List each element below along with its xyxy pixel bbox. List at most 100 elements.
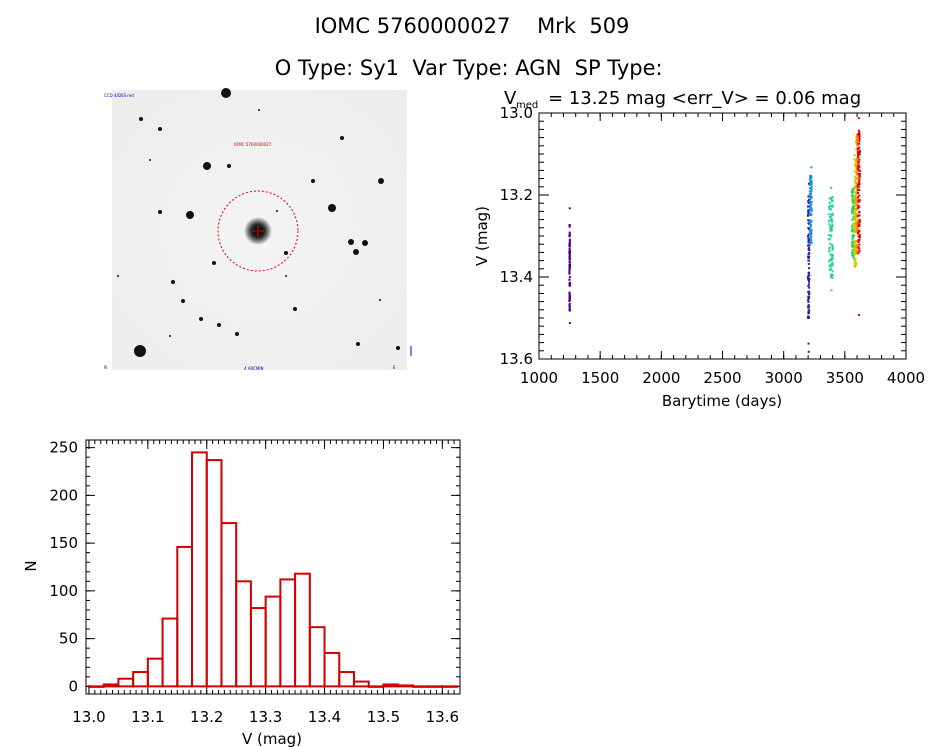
- lightcurve-point: [856, 169, 859, 172]
- lightcurve-point: [568, 276, 571, 279]
- lightcurve-point: [857, 246, 860, 249]
- lightcurve-point: [830, 259, 833, 262]
- lightcurve-point: [828, 260, 831, 263]
- lightcurve-point: [828, 238, 831, 241]
- histogram-bar: [146, 657, 164, 688]
- lightcurve-point: [808, 187, 811, 190]
- lightcurve-point: [809, 207, 812, 210]
- y-tick-label: 0: [68, 677, 78, 695]
- lightcurve-point: [807, 273, 810, 276]
- lightcurve-point: [855, 239, 858, 242]
- lightcurve-point: [828, 264, 831, 267]
- lightcurve-point: [853, 200, 856, 203]
- lightcurve-point: [857, 160, 860, 163]
- lightcurve-point: [856, 151, 859, 154]
- lightcurve-point: [807, 233, 810, 236]
- y-tick-label: 100: [49, 582, 78, 600]
- lightcurve-point: [807, 222, 810, 225]
- x-tick-label: 3500: [826, 369, 864, 387]
- lightcurve-point: [853, 249, 856, 252]
- lightcurve-point: [807, 315, 810, 318]
- lightcurve-point: [810, 231, 813, 234]
- lightcurve-ticks: 1000 1500 2000 2500 3000 3500 4000 13.0 13.2 13.4…: [500, 104, 926, 387]
- lightcurve-point: [857, 155, 860, 158]
- field-star: [117, 275, 119, 277]
- lightcurve-point: [851, 228, 854, 231]
- lightcurve-point: [858, 134, 861, 137]
- lightcurve-point: [853, 217, 856, 220]
- lightcurve-point: [857, 223, 860, 226]
- iomc-id: IOMC 5760000027: [314, 14, 511, 38]
- lightcurve-point: [851, 188, 854, 191]
- lightcurve-point: [568, 297, 571, 300]
- lightcurve-outlier: [808, 182, 811, 185]
- lightcurve-point: [831, 224, 834, 227]
- lightcurve-point: [808, 267, 811, 270]
- lightcurve-point: [855, 158, 858, 161]
- lightcurve-point: [857, 142, 860, 145]
- lightcurve-point: [853, 265, 856, 268]
- lightcurve-point: [808, 280, 811, 283]
- lightcurve-point: [829, 224, 832, 227]
- lightcurve-point: [858, 135, 861, 138]
- lightcurve-point: [809, 242, 812, 245]
- lightcurve-point: [827, 233, 830, 236]
- lightcurve-point: [807, 256, 810, 259]
- lightcurve-point: [809, 223, 812, 226]
- x-tick-label: 1000: [520, 369, 558, 387]
- lightcurve-point: [809, 196, 812, 199]
- lightcurve-point: [857, 172, 860, 175]
- lightcurve-point: [855, 186, 858, 189]
- lightcurve-point: [851, 195, 854, 198]
- lightcurve-point: [568, 257, 571, 260]
- lightcurve-point: [853, 199, 856, 202]
- lightcurve-point: [857, 215, 860, 218]
- lightcurve-frame: [538, 112, 907, 360]
- histogram-bar: [191, 451, 208, 688]
- lightcurve-point: [853, 262, 856, 265]
- lightcurve-point: [851, 207, 854, 210]
- field-star: [348, 239, 354, 245]
- lightcurve-point: [831, 221, 834, 224]
- lightcurve-point: [808, 200, 811, 203]
- lightcurve-point: [855, 170, 858, 173]
- lightcurve-point: [827, 220, 830, 223]
- lightcurve-panel: V med = 13.25 mag <err_V> = 0.06 mag 100…: [473, 88, 925, 410]
- lightcurve-point: [857, 189, 860, 192]
- lightcurve-point: [831, 228, 834, 231]
- lightcurve-point: [855, 192, 858, 195]
- field-star: [221, 88, 231, 98]
- lightcurve-point: [852, 217, 855, 220]
- field-star: [311, 179, 315, 183]
- lightcurve-point: [830, 234, 833, 237]
- lightcurve-point: [807, 306, 810, 309]
- lightcurve-point: [856, 165, 859, 168]
- lightcurve-point: [831, 219, 834, 222]
- lightcurve-point: [858, 138, 861, 141]
- x-tick-label: 13.0: [72, 708, 105, 726]
- y-tick-label: 13.0: [500, 104, 533, 122]
- lightcurve-point: [829, 253, 832, 256]
- field-star: [139, 117, 143, 121]
- lightcurve-point: [852, 230, 855, 233]
- lightcurve-point: [853, 228, 856, 231]
- lightcurve-point: [809, 177, 812, 180]
- lightcurve-point: [857, 204, 860, 207]
- lightcurve-point: [809, 231, 812, 234]
- lightcurve-point: [858, 153, 861, 156]
- lightcurve-point: [810, 203, 813, 206]
- lightcurve-point: [851, 244, 854, 247]
- histogram-bar: [176, 545, 194, 688]
- lightcurve-point: [855, 194, 858, 197]
- lightcurve-point: [810, 185, 813, 188]
- lightcurve-point: [807, 285, 810, 288]
- field-star: [134, 345, 146, 357]
- lightcurve-point: [829, 226, 832, 229]
- lightcurve-point: [568, 302, 571, 305]
- histogram-bar: [161, 617, 179, 688]
- lightcurve-point: [808, 252, 811, 255]
- image-target-label: IOMC 5760000027: [234, 142, 272, 147]
- lightcurve-outlier: [857, 117, 860, 120]
- lightcurve-point: [568, 231, 571, 234]
- lightcurve-point: [809, 235, 812, 238]
